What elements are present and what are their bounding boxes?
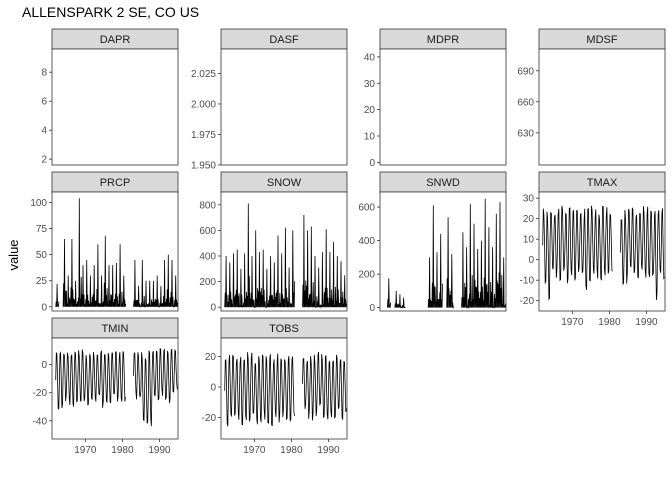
strip-label: MDSF [586, 34, 617, 46]
y-tick-label: 400 [199, 251, 216, 262]
panel-frame [220, 48, 348, 166]
y-tick-label: -10 [520, 276, 535, 287]
panel-tmin: TMIN -40 -20 0 1970 1980 1990 [33, 317, 179, 456]
y-axis-label: value [6, 239, 21, 270]
strip-label: DAPR [100, 34, 131, 46]
strip-label: DASF [269, 34, 299, 46]
strip-label: TMAX [587, 177, 618, 189]
y-tick-label: 0 [210, 382, 216, 393]
y-tick-label: 20 [523, 214, 535, 225]
panel-snow: SNOW 0 200 400 600 800 [199, 171, 348, 314]
y-tick-label: 8 [41, 68, 47, 79]
panel-frame [538, 48, 666, 166]
x-tick-label: 1980 [280, 445, 303, 456]
y-tick-label: 40 [364, 52, 376, 63]
y-tick-label: 4 [41, 126, 47, 137]
strip-label: TMIN [102, 323, 129, 335]
series-line-tmin [55, 348, 178, 427]
y-tick-label: 800 [199, 200, 216, 211]
y-tick-label: 30 [364, 79, 376, 90]
y-tick-label: -20 [33, 388, 48, 399]
x-tick-label: 1990 [317, 445, 340, 456]
panel-mdpr: MDPR 0 10 20 30 40 [364, 28, 507, 169]
series-line-snow [224, 203, 347, 309]
x-tick-label: 1970 [561, 317, 584, 328]
y-tick-label: 6 [41, 97, 47, 108]
y-tick-label: 0 [210, 303, 216, 314]
y-tick-label: 0 [41, 360, 47, 371]
facet-panels: DAPR 2 4 6 8 DASF 1.950 1.975 2.000 2.025 MDPR 0 10 2… [30, 28, 666, 456]
y-tick-label: 20 [364, 105, 376, 116]
y-tick-label: -40 [33, 416, 48, 427]
y-tick-label: 1.950 [191, 161, 216, 172]
panel-dasf: DASF 1.950 1.975 2.000 2.025 [191, 28, 348, 172]
y-tick-label: 30 [523, 194, 535, 205]
y-tick-label: 0 [369, 158, 375, 169]
series-line-prcp [55, 198, 178, 308]
y-tick-label: 660 [517, 97, 534, 108]
panel-frame [220, 191, 348, 312]
x-tick-label: 1970 [74, 445, 97, 456]
y-tick-label: 0 [369, 303, 375, 314]
strip-label: MDPR [427, 34, 459, 46]
panel-frame [379, 48, 507, 166]
y-tick-label: 10 [523, 235, 535, 246]
strip-label: SNWD [426, 177, 460, 189]
strip-label: TOBS [269, 323, 299, 335]
y-tick-label: -20 [202, 413, 217, 424]
y-tick-label: 2 [41, 155, 47, 166]
x-tick-label: 1980 [111, 445, 134, 456]
y-tick-label: 200 [199, 277, 216, 288]
y-tick-label: 0 [528, 255, 534, 266]
y-tick-label: 10 [364, 132, 376, 143]
x-tick-label: 1990 [635, 317, 658, 328]
y-tick-label: 75 [36, 224, 48, 235]
y-tick-label: 2.000 [191, 99, 216, 110]
series-line-tmax [542, 205, 665, 301]
y-tick-label: 200 [358, 270, 375, 281]
y-tick-label: 20 [205, 352, 217, 363]
y-tick-label: 600 [358, 203, 375, 214]
strip-label: SNOW [267, 177, 302, 189]
strip-label: PRCP [100, 177, 131, 189]
y-tick-label: -20 [520, 296, 535, 307]
y-tick-label: 50 [36, 250, 48, 261]
panel-tobs: TOBS -20 0 20 1970 1980 1990 [202, 317, 348, 456]
series-line-tobs [224, 351, 347, 427]
x-tick-label: 1980 [598, 317, 621, 328]
y-tick-label: 690 [517, 66, 534, 77]
y-tick-label: 400 [358, 236, 375, 247]
y-tick-label: 100 [30, 198, 47, 209]
panel-tmax: TMAX -20 -10 0 10 20 30 1970 1980 1990 [520, 171, 666, 328]
y-tick-label: 25 [36, 276, 48, 287]
y-tick-label: 630 [517, 128, 534, 139]
y-tick-label: 600 [199, 226, 216, 237]
chart-title: ALLENSPARK 2 SE, CO US [22, 4, 199, 20]
x-tick-label: 1970 [243, 445, 266, 456]
panel-mdsf: MDSF 630 660 690 [517, 28, 666, 166]
panel-frame [51, 48, 179, 166]
y-tick-label: 1.975 [191, 130, 216, 141]
series-line-snwd [387, 198, 506, 309]
panel-prcp: PRCP 0 25 50 75 100 [30, 171, 179, 313]
y-tick-label: 0 [41, 302, 47, 313]
panel-dapr: DAPR 2 4 6 8 [41, 28, 179, 166]
x-tick-label: 1990 [148, 445, 171, 456]
panel-snwd: SNWD 0 200 400 600 [358, 171, 507, 314]
y-tick-label: 2.025 [191, 69, 216, 80]
